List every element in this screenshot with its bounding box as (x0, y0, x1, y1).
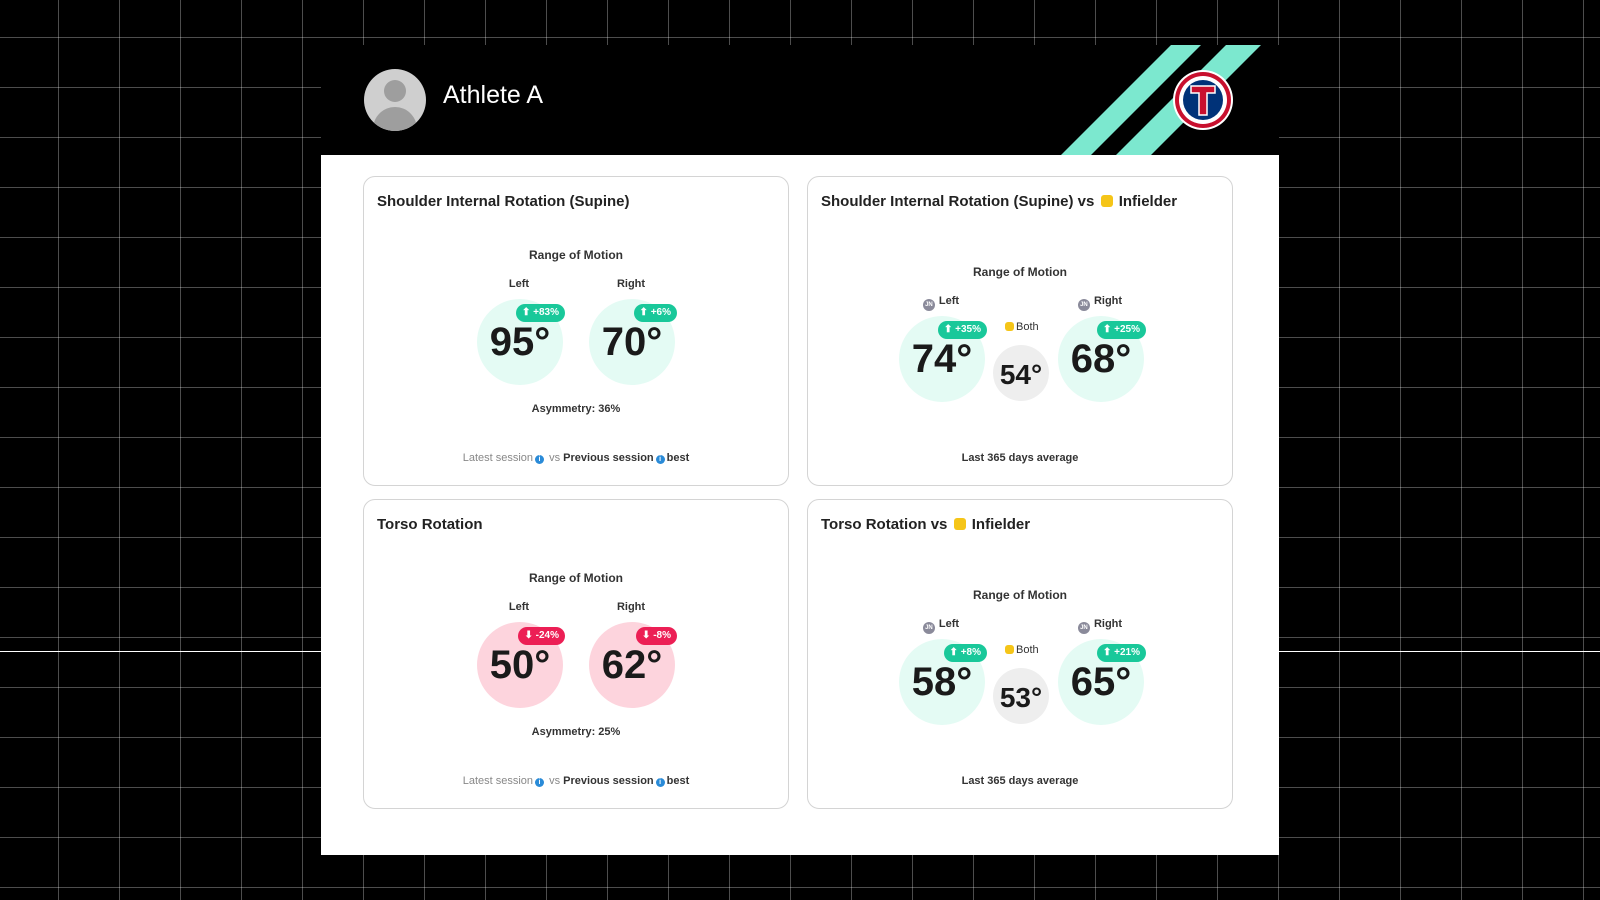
right-value-circle: 70° ⬆︎ +6% (589, 299, 677, 385)
left-value-circle: 58° ⬆︎ +8% (899, 639, 987, 725)
info-icon[interactable]: i (655, 778, 665, 787)
asymmetry: Asymmetry: 25% (531, 726, 621, 738)
both-value-circle: 53° (993, 668, 1049, 724)
jn-avatar-icon: JN (1077, 622, 1090, 634)
both-value-circle: 54° (993, 345, 1049, 401)
group-color-icon (1005, 322, 1014, 331)
right-value-circle: 62° ⬇︎ -8% (589, 622, 677, 708)
range-of-motion-label: Range of Motion (529, 571, 623, 585)
group-color-icon (1005, 645, 1014, 654)
title-group: Infielder (971, 516, 1031, 533)
card-torso-rotation-vs-infielder: Torso Rotation vs Infielder Range of Mot… (807, 499, 1233, 809)
card-shoulder-ir-vs-infielder: Shoulder Internal Rotation (Supine) vs I… (807, 176, 1233, 486)
title-prefix: Shoulder Internal Rotation (Supine) vs (821, 193, 1095, 210)
info-icon[interactable]: i (535, 455, 545, 464)
change-badge: ⬆︎ +8% (943, 644, 987, 662)
change-badge: ⬆︎ +35% (937, 321, 987, 339)
group-color-icon (953, 518, 966, 530)
left-value-circle: 74° ⬆︎ +35% (899, 316, 987, 402)
latest-session-label: Latest session (462, 775, 534, 787)
vs-label: vs (549, 775, 561, 787)
card-title: Torso Rotation (377, 516, 483, 533)
rangers-logo-icon (1173, 70, 1233, 130)
left-label: Left (508, 278, 530, 290)
both-label: Both (1005, 644, 1039, 656)
card-title: Shoulder Internal Rotation (Supine) vs I… (821, 193, 1177, 210)
change-value: +8% (960, 647, 981, 658)
avatar-body (373, 107, 417, 131)
latest-session-label: Latest session (462, 452, 534, 464)
card-title: Torso Rotation vs Infielder (821, 516, 1030, 533)
range-of-motion-label: Range of Motion (529, 248, 623, 262)
change-badge: ⬇︎ -24% (518, 627, 565, 645)
both-value: 53° (999, 682, 1043, 713)
range-of-motion-label: Range of Motion (973, 588, 1067, 602)
left-value-circle: 50° ⬇︎ -24% (477, 622, 565, 708)
change-value: +25% (1114, 324, 1140, 335)
right-label: JN Right (1070, 618, 1130, 634)
right-value: 62° (601, 643, 663, 687)
left-value: 58° (911, 660, 973, 704)
avatar[interactable] (364, 69, 426, 131)
range-of-motion-label: Range of Motion (973, 265, 1067, 279)
left-value: 95° (489, 320, 551, 364)
athlete-name: Athlete A (443, 81, 544, 109)
jn-avatar-icon: JN (922, 299, 935, 311)
change-value: +35% (955, 324, 981, 335)
jn-avatar-icon: JN (1077, 299, 1090, 311)
left-value: 50° (489, 643, 551, 687)
change-badge: ⬆︎ +83% (515, 304, 565, 322)
left-label: Left (508, 601, 530, 613)
title-group: Infielder (1118, 193, 1178, 210)
left-value: 74° (911, 337, 973, 381)
change-badge: ⬆︎ +6% (633, 304, 677, 322)
average-period: Last 365 days average (961, 452, 1079, 464)
header-bar: Athlete A (321, 45, 1279, 155)
brand-stripes (1061, 45, 1261, 155)
both-label: Both (1005, 321, 1039, 333)
previous-session-label: Previous session (563, 775, 654, 787)
group-color-icon (1100, 195, 1113, 207)
info-icon[interactable]: i (655, 455, 665, 464)
session-comparison: Latest session i vs Previous session i best (364, 452, 788, 464)
change-badge: ⬆︎ +25% (1096, 321, 1146, 339)
change-value: +6% (650, 307, 671, 318)
change-value: +83% (533, 307, 559, 318)
left-value-circle: 95° ⬆︎ +83% (477, 299, 565, 385)
card-shoulder-ir: Shoulder Internal Rotation (Supine) Rang… (363, 176, 789, 486)
card-title: Shoulder Internal Rotation (Supine) (377, 193, 630, 210)
best-label: best (666, 452, 690, 464)
right-label: Right (616, 601, 646, 613)
vs-label: vs (549, 452, 561, 464)
previous-session-label: Previous session (563, 452, 654, 464)
change-badge: ⬆︎ +21% (1096, 644, 1146, 662)
jn-avatar-icon: JN (922, 622, 935, 634)
info-icon[interactable]: i (535, 778, 545, 787)
title-prefix: Torso Rotation vs (821, 516, 948, 533)
asymmetry: Asymmetry: 36% (531, 403, 621, 415)
change-value: +21% (1114, 647, 1140, 658)
average-period: Last 365 days average (961, 775, 1079, 787)
right-value: 65° (1070, 660, 1132, 704)
right-value: 68° (1070, 337, 1132, 381)
left-label: JN Left (911, 618, 971, 634)
left-label: JN Left (911, 295, 971, 311)
both-value: 54° (999, 359, 1043, 390)
right-label: JN Right (1070, 295, 1130, 311)
card-torso-rotation: Torso Rotation Range of Motion Left Righ… (363, 499, 789, 809)
change-value: -8% (653, 630, 671, 641)
right-label: Right (616, 278, 646, 290)
athlete-dashboard: Athlete A Shoulder Internal Rotation (Su… (321, 45, 1279, 855)
right-value-circle: 65° ⬆︎ +21% (1058, 639, 1146, 725)
best-label: best (666, 775, 690, 787)
change-value: -24% (535, 630, 559, 641)
right-value-circle: 68° ⬆︎ +25% (1058, 316, 1146, 402)
change-badge: ⬇︎ -8% (636, 627, 677, 645)
session-comparison: Latest session i vs Previous session i best (364, 775, 788, 787)
avatar-head (384, 80, 406, 102)
right-value: 70° (601, 320, 663, 364)
